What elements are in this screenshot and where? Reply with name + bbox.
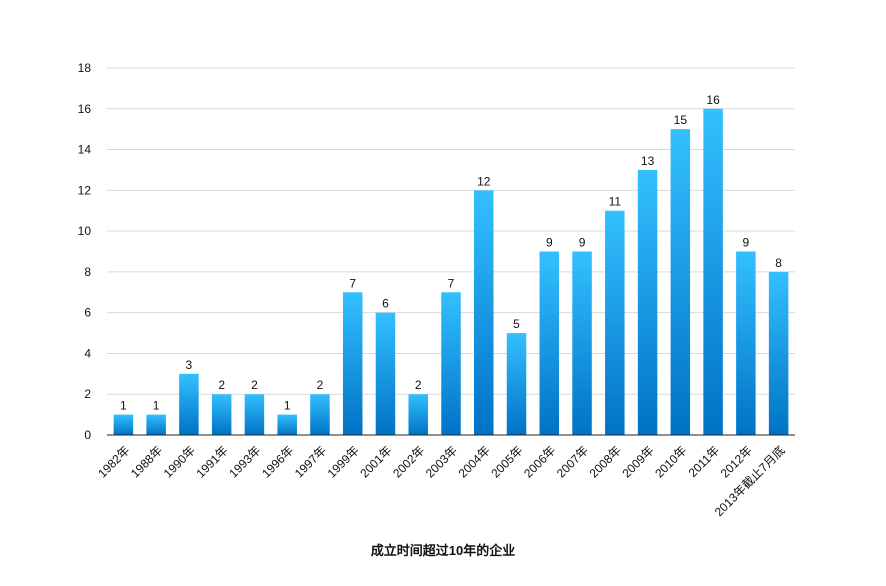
y-tick-label: 2 <box>84 387 91 401</box>
bar-value-label: 8 <box>775 256 782 270</box>
bar <box>113 414 134 435</box>
bar <box>572 251 592 435</box>
y-tick-label: 4 <box>84 346 91 360</box>
bar-value-label: 16 <box>706 93 720 107</box>
x-tick-label: 1988年 <box>128 443 165 480</box>
bar-value-label: 3 <box>186 358 193 372</box>
y-tick-label: 10 <box>78 224 92 238</box>
bar <box>539 251 560 435</box>
x-tick-label: 2004年 <box>456 443 493 480</box>
y-tick-label: 18 <box>78 61 92 75</box>
bar-value-label: 1 <box>120 399 127 413</box>
y-tick-label: 6 <box>84 306 91 320</box>
bar-value-label: 7 <box>448 276 455 290</box>
bar <box>768 271 789 435</box>
y-tick-label: 14 <box>78 143 92 157</box>
bar-value-label: 12 <box>477 174 491 188</box>
x-tick-label: 2010年 <box>652 443 689 480</box>
x-tick-label: 1991年 <box>194 443 231 480</box>
bar-value-label: 13 <box>641 154 655 168</box>
y-tick-label: 16 <box>78 102 92 116</box>
bar-value-label: 7 <box>349 276 356 290</box>
x-tick-label: 2006年 <box>521 443 558 480</box>
bar <box>703 108 723 436</box>
bar <box>375 312 396 435</box>
bar-value-label: 15 <box>674 113 688 127</box>
y-axis-ticks: 0 2 4 6 8 10 12 14 16 18 <box>78 61 92 442</box>
x-tick-label: 2001年 <box>357 443 394 480</box>
x-tick-label: 2002年 <box>390 443 427 480</box>
bar-value-label: 6 <box>382 297 389 311</box>
bar-value-label: 5 <box>513 317 520 331</box>
bar-value-label: 2 <box>251 378 258 392</box>
bar <box>670 129 691 435</box>
x-tick-label: 2003年 <box>423 443 460 480</box>
x-tick-label: 2007年 <box>554 443 591 480</box>
x-axis-ticks: 1982年1988年1990年1991年1993年1996年1997年1999年… <box>95 443 788 520</box>
y-tick-label: 8 <box>84 265 91 279</box>
gridlines <box>107 67 795 395</box>
x-tick-label: 2005年 <box>488 443 525 480</box>
bar <box>211 394 232 435</box>
x-tick-label: 1997年 <box>292 443 329 480</box>
x-tick-label: 2008年 <box>587 443 624 480</box>
y-tick-label: 12 <box>78 183 92 197</box>
bar <box>342 292 363 435</box>
bar <box>310 394 330 435</box>
bar <box>474 190 494 435</box>
bar <box>506 333 527 435</box>
x-tick-label: 1999年 <box>325 443 362 480</box>
bar <box>441 292 461 435</box>
x-tick-label: 1993年 <box>226 443 263 480</box>
bar <box>637 169 658 435</box>
bar-value-label: 2 <box>317 378 324 392</box>
x-tick-label: 2011年 <box>686 443 723 480</box>
y-tick-label: 0 <box>84 428 91 442</box>
bar <box>146 414 166 435</box>
bar <box>179 373 199 435</box>
bar-value-label: 9 <box>579 236 586 250</box>
bar-value-label: 2 <box>415 378 422 392</box>
bar-value-label: 2 <box>218 378 225 392</box>
x-tick-label: 1990年 <box>161 443 198 480</box>
bar <box>605 210 625 435</box>
bar-value-label: 1 <box>153 399 160 413</box>
bar-value-label: 11 <box>609 195 622 209</box>
bar-value-label: 1 <box>284 399 291 413</box>
bar <box>277 414 297 435</box>
bars <box>113 108 789 436</box>
x-tick-label: 1982年 <box>95 443 132 480</box>
bar <box>244 394 265 435</box>
chart-title: 成立时间超过10年的企业 <box>370 543 516 558</box>
x-tick-label: 1996年 <box>259 443 296 480</box>
bar <box>408 394 428 435</box>
bar-value-label: 9 <box>743 236 750 250</box>
bar <box>736 251 756 435</box>
x-tick-label: 2009年 <box>619 443 656 480</box>
bar-value-label: 9 <box>546 236 553 250</box>
